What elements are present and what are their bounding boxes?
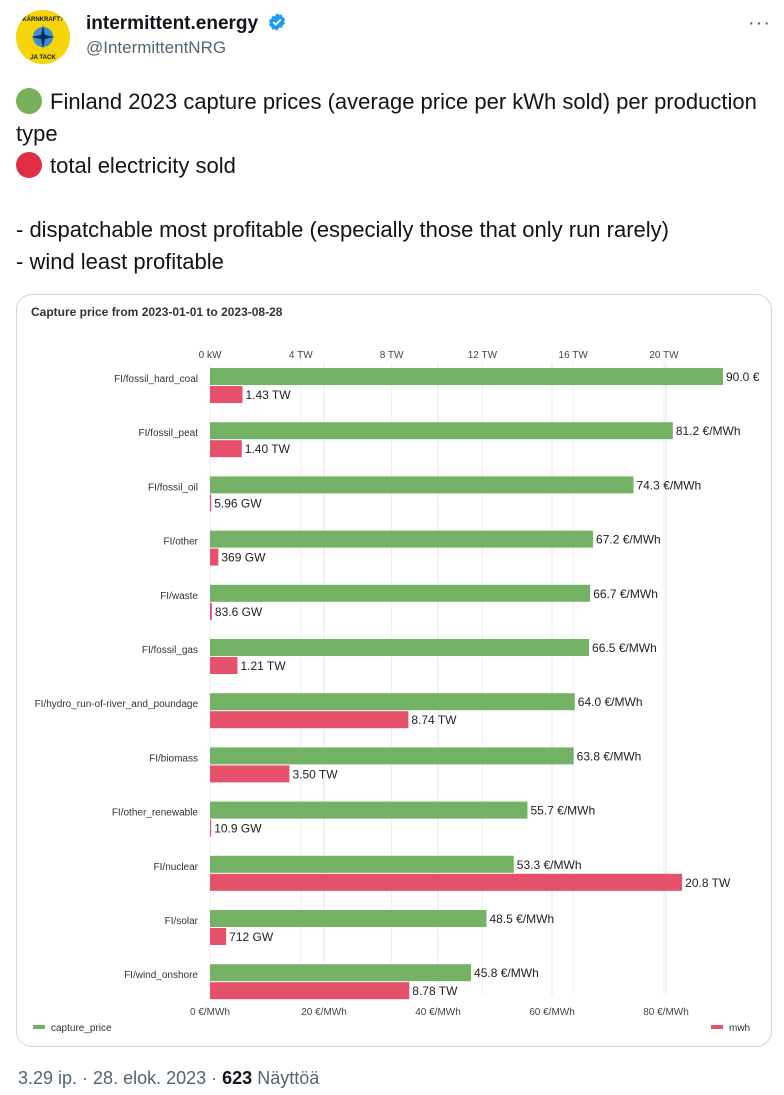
author-handle[interactable]: @IntermittentNRG — [86, 38, 227, 57]
author-name-text[interactable]: intermittent.energy — [86, 13, 259, 34]
category-label: FI/fossil_oil — [148, 482, 198, 493]
mwh-label: 1.40 TW — [245, 442, 291, 456]
x-tick-label-top: 0 kW — [199, 350, 222, 361]
views-label: Näyttöä — [252, 1068, 320, 1088]
avatar[interactable]: KÄRNKRAFT? JA TACK — [16, 10, 70, 64]
x-tick-label-top: 16 TW — [559, 350, 589, 361]
capture-price-label: 66.7 €/MWh — [593, 587, 658, 601]
capture-price-label: 48.5 €/MWh — [489, 912, 554, 926]
red-circle-icon — [16, 152, 42, 178]
x-tick-label-top: 8 TW — [380, 350, 404, 361]
capture-price-label: 64.0 €/MWh — [578, 695, 643, 709]
category-label: FI/fossil_peat — [139, 428, 199, 439]
mwh-label: 3.50 TW — [292, 767, 338, 781]
mwh-label: 5.96 GW — [214, 496, 262, 510]
green-circle-icon — [16, 88, 42, 114]
capture-price-label: 53.3 €/MWh — [517, 858, 582, 872]
category-label: FI/other — [164, 537, 199, 548]
capture-price-bar — [210, 964, 472, 982]
x-tick-label-bottom: 40 €/MWh — [415, 1007, 461, 1018]
x-tick-label-top: 20 TW — [649, 350, 679, 361]
author-name[interactable]: intermittent.energy — [86, 12, 287, 35]
x-tick-label-top: 4 TW — [289, 350, 313, 361]
mwh-bar — [210, 765, 290, 783]
mwh-bar — [210, 440, 242, 458]
tweet-line-2: total electricity sold — [50, 153, 236, 178]
capture-price-bar — [210, 584, 591, 602]
mwh-bar — [210, 494, 212, 512]
mwh-label: 8.74 TW — [411, 713, 457, 727]
mwh-label: 1.43 TW — [245, 388, 291, 402]
capture-price-label: 90.0 € — [726, 370, 760, 384]
mwh-bar — [210, 386, 243, 403]
capture-price-label: 74.3 €/MWh — [637, 478, 702, 492]
capture-price-label: 45.8 €/MWh — [474, 966, 539, 980]
chart-title: Capture price from 2023-01-01 to 2023-08… — [31, 305, 283, 319]
capture-price-bar — [210, 422, 673, 440]
capture-price-label: 67.2 €/MWh — [596, 533, 661, 547]
category-label: FI/fossil_hard_coal — [114, 374, 198, 385]
category-label: FI/biomass — [149, 753, 198, 764]
mwh-label: 10.9 GW — [214, 822, 262, 836]
mwh-label: 20.8 TW — [685, 876, 731, 890]
mwh-label: 1.21 TW — [240, 659, 286, 673]
chart-card[interactable]: Capture price from 2023-01-01 to 2023-08… — [16, 294, 772, 1047]
category-label: FI/waste — [160, 591, 198, 602]
capture-price-bar — [210, 855, 514, 873]
avatar-text-bottom: JA TACK — [30, 55, 56, 61]
capture-price-bar — [210, 747, 574, 765]
category-label: FI/nuclear — [154, 862, 199, 873]
capture-price-label: 55.7 €/MWh — [530, 804, 595, 818]
mwh-bar — [210, 873, 683, 891]
category-label: FI/fossil_gas — [142, 645, 198, 656]
category-label: FI/hydro_run-of-river_and_poundage — [35, 699, 199, 710]
capture-price-bar — [210, 368, 723, 385]
x-tick-label-bottom: 80 €/MWh — [643, 1007, 689, 1018]
mwh-label: 83.6 GW — [215, 605, 263, 619]
legend-swatch-mwh — [711, 1025, 723, 1029]
legend-swatch-capture-price — [33, 1025, 45, 1029]
capture-price-bar — [210, 910, 487, 927]
mwh-bar — [210, 982, 410, 1000]
tweet-bullet-2: - wind least profitable — [16, 249, 224, 274]
capture-price-bar — [210, 693, 575, 711]
capture-price-bar — [210, 530, 594, 548]
mwh-bar — [210, 819, 212, 837]
capture-price-bar — [210, 801, 528, 819]
x-tick-label-bottom: 0 €/MWh — [190, 1007, 230, 1018]
capture-price-label: 81.2 €/MWh — [676, 424, 741, 438]
category-label: FI/wind_onshore — [124, 970, 198, 981]
tweet-bullet-1: - dispatchable most profitable (especial… — [16, 217, 669, 242]
mwh-bar — [210, 602, 212, 620]
tweet-timestamp[interactable]: 3.29 ip. · 28. elok. 2023 · — [18, 1068, 223, 1088]
bar-chart: 0 €/MWh 20 €/MWh 40 €/MWh 60 €/MWh 80 €/MWh 0… — [33, 350, 760, 1034]
capture-price-bar — [210, 639, 590, 656]
x-tick-label-bottom: 60 €/MWh — [529, 1007, 575, 1018]
x-tick-label-top: 12 TW — [468, 350, 498, 361]
mwh-bar — [210, 657, 238, 674]
tweet-meta: 3.29 ip. · 28. elok. 2023 · 623 Näyttöä — [18, 1068, 319, 1089]
mwh-bar — [210, 928, 227, 945]
tweet-line-1: Finland 2023 capture prices (average pri… — [16, 89, 757, 146]
category-label: FI/solar — [165, 916, 199, 927]
avatar-logo-icon: KÄRNKRAFT? JA TACK — [16, 10, 70, 64]
capture-price-label: 66.5 €/MWh — [592, 641, 657, 655]
mwh-label: 369 GW — [221, 551, 266, 565]
mwh-bar — [210, 548, 219, 566]
verified-badge-icon — [269, 13, 286, 31]
x-tick-label-bottom: 20 €/MWh — [301, 1007, 347, 1018]
legend-label-mwh: mwh — [729, 1023, 750, 1034]
tweet-text: Finland 2023 capture prices (average pri… — [16, 86, 766, 278]
views-count: 623 — [222, 1068, 253, 1088]
avatar-text-top: KÄRNKRAFT? — [22, 16, 64, 23]
mwh-label: 712 GW — [229, 930, 274, 944]
legend-label-capture-price: capture_price — [51, 1023, 112, 1034]
capture-price-bar — [210, 476, 634, 494]
mwh-label: 8.78 TW — [412, 984, 458, 998]
capture-price-label: 63.8 €/MWh — [577, 749, 642, 763]
category-label: FI/other_renewable — [112, 808, 199, 819]
more-options-icon[interactable]: ··· — [748, 12, 771, 34]
mwh-bar — [210, 711, 409, 729]
